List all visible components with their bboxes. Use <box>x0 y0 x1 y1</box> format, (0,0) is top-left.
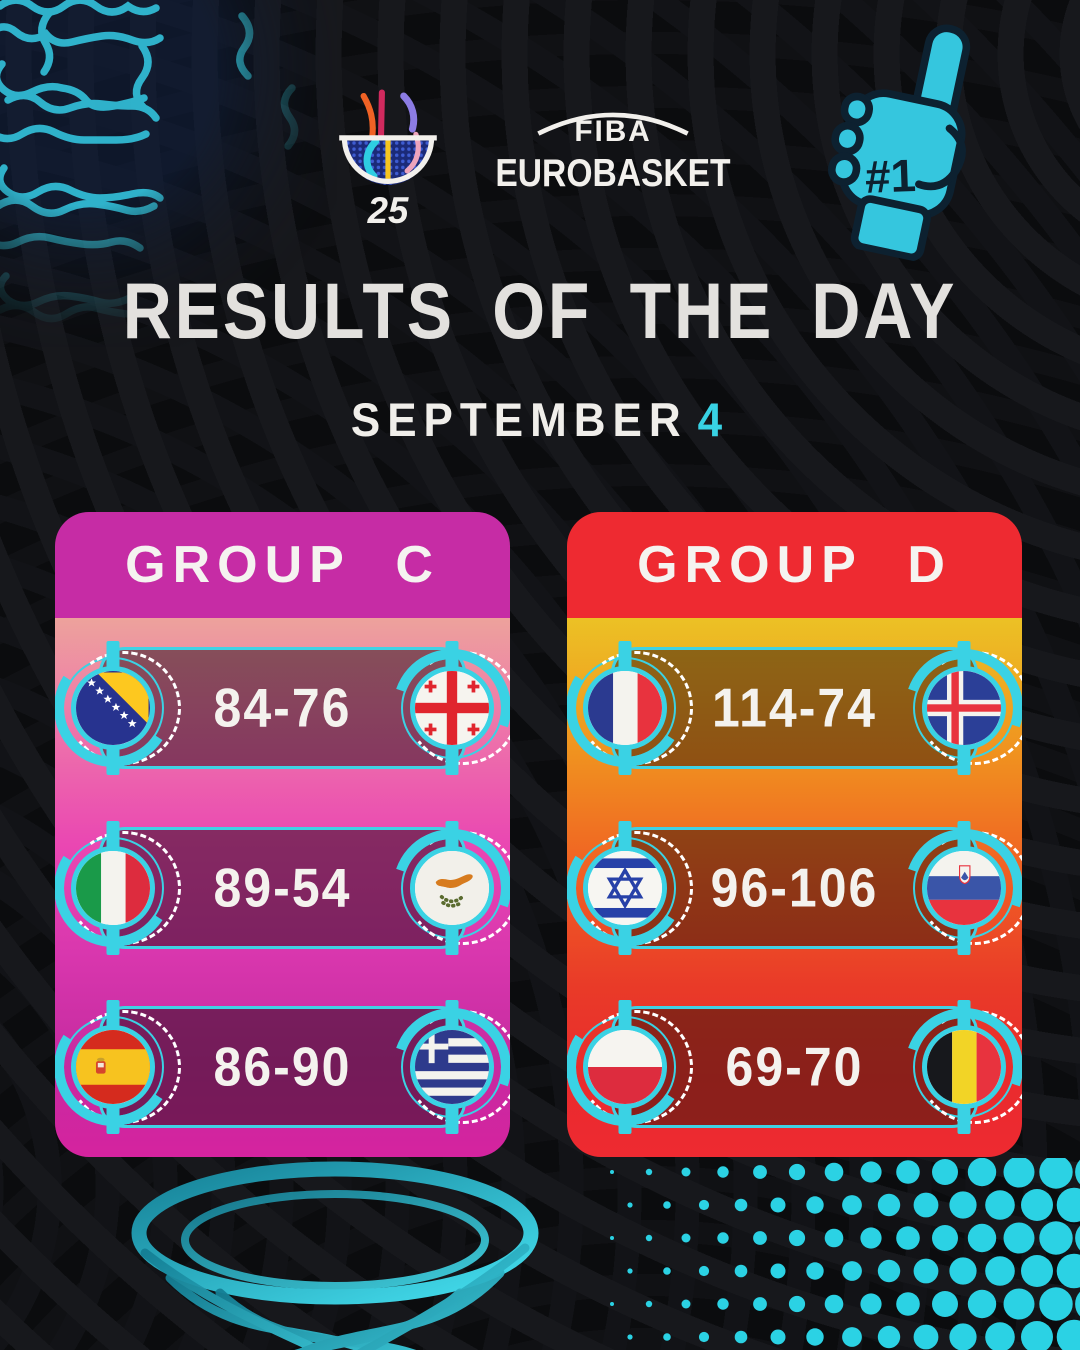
date-day: 4 <box>697 394 730 447</box>
basketball-hoop-net-icon <box>131 1161 539 1350</box>
group-d-body: 114-74 <box>567 618 1022 1157</box>
flag-tick <box>957 820 971 848</box>
flag-tick <box>106 820 120 848</box>
flag-tick <box>106 927 120 955</box>
flag-tick <box>445 927 459 955</box>
flag-tick <box>618 747 632 775</box>
flag-tick <box>618 1000 632 1028</box>
group-c-card: GROUP C 84-76 <box>55 512 510 1157</box>
flag-tick <box>618 927 632 955</box>
eurobasket-label: EUROBASKET <box>495 152 730 195</box>
match-row-israel-slovenia: 96-106 <box>567 798 1022 978</box>
date-month: SEPTEMBER <box>350 394 688 447</box>
georgia-flag <box>373 628 510 787</box>
score-text: 114-74 <box>712 677 877 739</box>
flag-tick <box>445 820 459 848</box>
match-row-spain-greece: 86-90 <box>55 977 510 1157</box>
spain-flag <box>55 997 189 1138</box>
match-row-bosnia-georgia: 84-76 <box>55 618 510 798</box>
page-title: RESULTS OF THE DAY <box>122 267 958 355</box>
logo-year-label: 25 <box>367 190 409 231</box>
score-text: 86-90 <box>213 1036 352 1098</box>
slovenia-flag <box>885 808 1022 967</box>
fiba-eurobasket-wordmark: FIBA EUROBASKET <box>495 112 731 195</box>
flag-tick <box>445 1000 459 1028</box>
group-d-header: GROUP D <box>567 512 1022 618</box>
flag-tick <box>445 1107 459 1135</box>
flag-tick <box>618 1107 632 1135</box>
group-d-card: GROUP D 114-74 <box>567 512 1022 1157</box>
halftone-dots <box>610 1158 1080 1350</box>
italy-flag <box>55 817 189 958</box>
score-pill: 69-70 <box>611 1006 978 1129</box>
match-row-italy-cyprus: 89-54 <box>55 798 510 978</box>
flag-tick <box>445 747 459 775</box>
score-text: 89-54 <box>213 856 352 919</box>
match-row-france-iceland: 114-74 <box>567 618 1022 798</box>
israel-flag <box>567 817 701 958</box>
flag-tick <box>106 640 120 668</box>
france-flag <box>567 637 701 778</box>
foam-finger-icon: #1 <box>827 24 971 262</box>
flag-tick <box>957 927 971 955</box>
score-text: 69-70 <box>725 1036 864 1098</box>
score-text: 96-106 <box>710 856 879 919</box>
flag-tick <box>957 1107 971 1135</box>
foam-finger-label: #1 <box>864 150 917 203</box>
group-c-body: 84-76 <box>55 618 510 1157</box>
flag-tick <box>106 1000 120 1028</box>
cyprus-flag <box>373 808 510 967</box>
iceland-flag <box>885 628 1022 787</box>
date-subtitle: SEPTEMBER 4 <box>0 394 1080 448</box>
coral-maze-pattern <box>0 0 337 347</box>
brand-header: 25 FIBA EUROBASKET <box>0 78 1080 236</box>
bosnia-herzegovina-flag <box>55 637 189 778</box>
flag-tick <box>106 1107 120 1135</box>
flag-tick <box>957 1000 971 1028</box>
eurobasket-25-trophy-logo: 25 <box>339 89 437 231</box>
group-c-header: GROUP C <box>55 512 510 618</box>
flag-tick <box>957 640 971 668</box>
match-row-poland-belgium: 69-70 <box>567 977 1022 1157</box>
flag-tick <box>618 820 632 848</box>
fiba-label: FIBA <box>574 115 651 148</box>
flag-tick <box>106 747 120 775</box>
greece-flag <box>373 988 510 1147</box>
belgium-flag <box>885 988 1022 1147</box>
flag-tick <box>445 640 459 668</box>
flag-tick <box>957 747 971 775</box>
poland-flag <box>567 997 701 1138</box>
flag-tick <box>618 640 632 668</box>
score-text: 84-76 <box>213 677 352 739</box>
fiba-arc <box>537 112 689 136</box>
